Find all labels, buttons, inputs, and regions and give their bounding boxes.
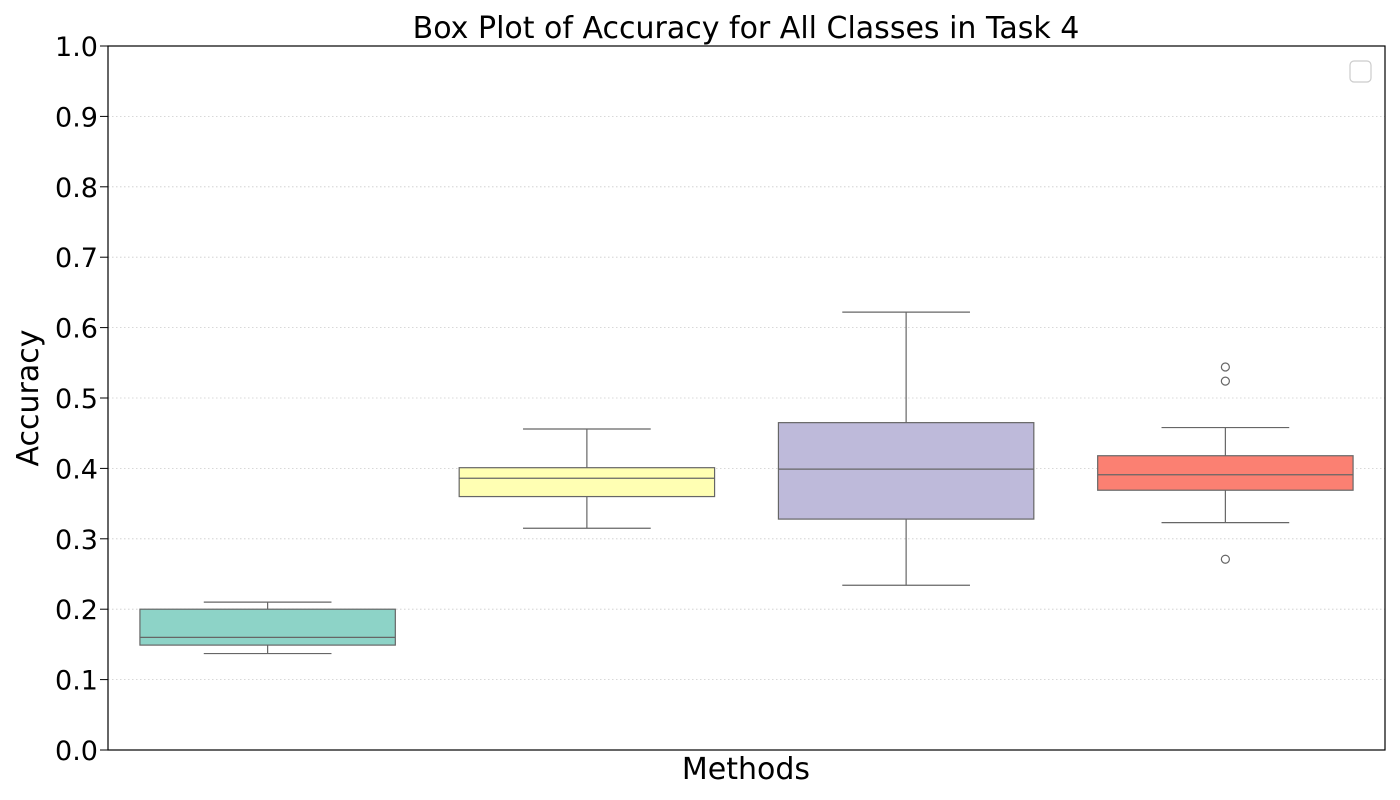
grid-lines xyxy=(108,116,1385,680)
y-tick-label: 0.6 xyxy=(55,314,98,345)
outlier-point xyxy=(1220,376,1230,386)
chart-title: Box Plot of Accuracy for All Classes in … xyxy=(413,11,1080,46)
box-iqr xyxy=(777,422,1035,520)
y-tick-label: 0.8 xyxy=(55,173,98,204)
y-tick-label: 0.4 xyxy=(55,454,98,485)
box-group xyxy=(1097,362,1354,564)
outlier-point xyxy=(1220,554,1230,564)
box-iqr xyxy=(1097,455,1354,491)
y-tick-label: 0.2 xyxy=(55,595,98,626)
outlier-point xyxy=(1220,362,1230,372)
y-axis-label: Accuracy xyxy=(11,330,46,467)
box-group xyxy=(139,601,396,655)
box-iqr xyxy=(458,467,716,498)
legend-box xyxy=(1349,60,1372,83)
y-axis-ticks: 0.0 0.1 0.2 0.3 0.4 0.5 0.6 0.7 0.8 0.9 1.0 xyxy=(55,32,108,767)
y-tick-label: 1.0 xyxy=(55,32,98,63)
box-iqr xyxy=(139,608,396,646)
box-group xyxy=(458,428,716,529)
y-tick-label: 0.5 xyxy=(55,384,98,415)
y-tick-label: 0.1 xyxy=(55,666,98,697)
y-tick-label: 0.3 xyxy=(55,525,98,556)
box-series xyxy=(139,311,1354,655)
y-tick-label: 0.7 xyxy=(55,243,98,274)
y-tick-label: 0.9 xyxy=(55,102,98,133)
y-tick-label: 0.0 xyxy=(55,736,98,767)
box-group xyxy=(777,311,1035,586)
x-axis-label: Methods xyxy=(682,752,810,787)
